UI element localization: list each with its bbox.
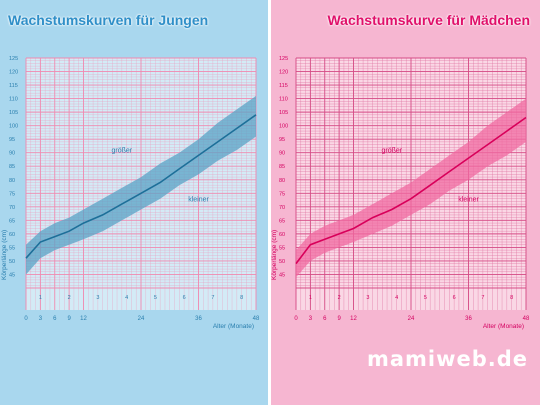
y-tick-label: 85 xyxy=(9,164,15,170)
upper-tick-label: 3 xyxy=(366,295,369,301)
x-tick-label: 48 xyxy=(523,316,530,322)
x-tick-label: 12 xyxy=(80,316,87,322)
upper-tick-label: 3 xyxy=(96,295,99,301)
boys-panel: Wachstumskurven für Jungen 45 50 55 60 65 70 7… xyxy=(0,0,270,405)
x-tick-label: 0 xyxy=(24,316,28,322)
upper-tick-label: 4 xyxy=(125,295,128,301)
percentile-band xyxy=(26,95,256,275)
annotation-lower: kleiner xyxy=(188,196,209,203)
panel-divider xyxy=(268,0,271,405)
brand-logo: mamiweb.de xyxy=(366,347,528,371)
y-tick-label: 105 xyxy=(279,110,288,116)
x-tick-label: 9 xyxy=(337,316,341,322)
median-line xyxy=(25,114,257,259)
upper-tick-label: 8 xyxy=(510,295,513,301)
x-tick-label: 12 xyxy=(350,316,357,322)
y-tick-label: 90 xyxy=(279,151,285,157)
upper-tick-label: 6 xyxy=(183,295,186,301)
median-line xyxy=(295,116,527,265)
upper-tick-label: 1 xyxy=(309,295,312,301)
y-tick-label: 125 xyxy=(279,56,288,62)
y-tick-label: 115 xyxy=(279,83,288,89)
y-tick-label: 95 xyxy=(9,137,15,143)
y-tick-label: 120 xyxy=(279,70,288,76)
y-tick-label: 75 xyxy=(9,191,15,197)
x-tick-label: 6 xyxy=(53,316,57,322)
x-tick-label: 36 xyxy=(195,316,202,322)
percentile-band xyxy=(296,98,526,278)
annotation-upper: größer xyxy=(382,148,403,155)
y-tick-label: 75 xyxy=(279,191,285,197)
y-tick-label: 45 xyxy=(279,272,285,278)
y-tick-label: 90 xyxy=(9,151,15,157)
y-tick-label: 80 xyxy=(9,178,15,184)
upper-tick-label: 5 xyxy=(424,295,427,301)
y-tick-label: 50 xyxy=(279,259,285,265)
y-tick-label: 60 xyxy=(9,232,15,238)
y-tick-label: 125 xyxy=(9,56,18,62)
y-tick-label: 45 xyxy=(9,272,15,278)
x-tick-label: 36 xyxy=(465,316,472,322)
upper-tick-label: 6 xyxy=(453,295,456,301)
x-tick-label: 3 xyxy=(39,316,43,322)
x-tick-label: 9 xyxy=(67,316,71,322)
boys-growth-chart: 4550556065707580859095100105110115120125… xyxy=(1,56,260,330)
y-tick-label: 55 xyxy=(9,245,15,251)
upper-tick-label: 5 xyxy=(154,295,157,301)
y-tick-label: 120 xyxy=(9,70,18,76)
upper-tick-label: 4 xyxy=(395,295,398,301)
annotation-upper: größer xyxy=(112,148,133,155)
y-tick-label: 70 xyxy=(279,205,285,211)
x-tick-label: 48 xyxy=(253,316,260,322)
y-tick-label: 105 xyxy=(9,110,18,116)
girls-panel: Wachstumskurve für Mädchen 45 50 55 60 65 70 7… xyxy=(270,0,540,405)
y-tick-label: 60 xyxy=(279,232,285,238)
girls-growth-chart: 4550556065707580859095100105110115120125… xyxy=(271,56,530,330)
y-tick-label: 70 xyxy=(9,205,15,211)
girls-title: Wachstumskurve für Mädchen xyxy=(327,12,530,28)
y-tick-label: 100 xyxy=(9,124,18,130)
y-tick-label: 100 xyxy=(279,124,288,130)
y-tick-label: 65 xyxy=(279,218,285,224)
upper-tick-label: 1 xyxy=(39,295,42,301)
y-tick-label: 80 xyxy=(279,178,285,184)
x-tick-label: 24 xyxy=(138,316,145,322)
y-axis-title: Körperlänge (cm) xyxy=(1,230,8,280)
x-tick-label: 0 xyxy=(294,316,298,322)
y-tick-label: 85 xyxy=(279,164,285,170)
boys-title: Wachstumskurven für Jungen xyxy=(8,12,209,28)
y-tick-label: 110 xyxy=(9,97,18,103)
x-tick-label: 3 xyxy=(309,316,313,322)
upper-tick-label: 8 xyxy=(240,295,243,301)
upper-tick-label: 7 xyxy=(211,295,214,301)
y-tick-label: 65 xyxy=(9,218,15,224)
annotation-lower: kleiner xyxy=(458,196,479,203)
y-axis-title: Körperlänge (cm) xyxy=(271,230,278,280)
x-tick-label: 24 xyxy=(408,316,415,322)
y-tick-label: 110 xyxy=(279,97,288,103)
upper-tick-label: 2 xyxy=(68,295,71,301)
y-tick-label: 95 xyxy=(279,137,285,143)
upper-tick-label: 2 xyxy=(338,295,341,301)
x-tick-label: 6 xyxy=(323,316,327,322)
y-tick-label: 50 xyxy=(9,259,15,265)
y-tick-label: 115 xyxy=(9,83,18,89)
x-axis-title: Alter (Monate) xyxy=(483,323,524,330)
y-tick-label: 55 xyxy=(279,245,285,251)
upper-tick-label: 7 xyxy=(481,295,484,301)
x-axis-title: Alter (Monate) xyxy=(213,323,254,330)
